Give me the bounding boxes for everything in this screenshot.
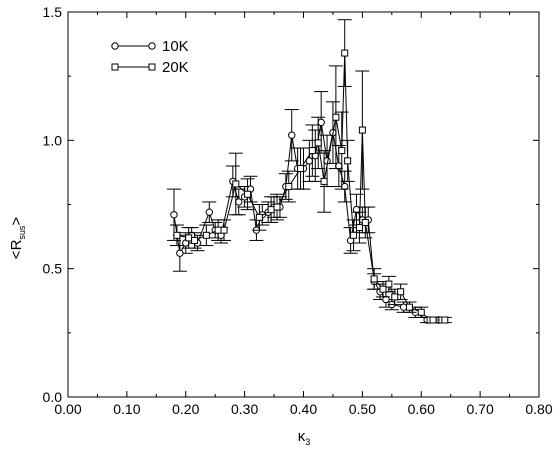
series-20K (169, 19, 452, 324)
data-point (220, 226, 228, 234)
data-point (255, 213, 263, 221)
data-point (205, 208, 214, 216)
x-tick-label: 0.40 (290, 401, 317, 417)
x-axis: 0.00 0.10 0.20 0.30 0.40 0.50 0.60 0.70 0.80 (54, 12, 553, 417)
data-point (314, 139, 322, 147)
x-tick-label: 0.20 (172, 401, 199, 417)
y-axis: 0.0 0.5 1.0 1.5 (43, 4, 539, 405)
series-10K (166, 91, 446, 324)
data-point (370, 275, 378, 283)
legend-entry-20K: 20K (111, 59, 189, 76)
data-point (361, 218, 369, 226)
x-axis-label-symbol: κ (298, 428, 306, 445)
data-point (341, 49, 349, 57)
data-point (244, 190, 252, 198)
x-axis-label: κ3 (298, 428, 311, 447)
legend-marker-start (111, 63, 119, 71)
x-tick-label: 0.60 (408, 401, 435, 417)
data-point (397, 288, 405, 296)
data-point (391, 293, 399, 301)
data-point (382, 295, 390, 304)
data-point (320, 177, 328, 185)
y-axis-label-main: <R (8, 239, 25, 259)
legend-label: 20K (162, 59, 189, 76)
x-tick-label: 0.10 (113, 401, 140, 417)
data-point (405, 303, 413, 311)
x-tick-label: 0.30 (231, 401, 258, 417)
series-layer (166, 19, 452, 324)
data-point (417, 308, 425, 316)
data-point (185, 234, 193, 242)
data-point (202, 231, 210, 239)
y-tick-label: 0.5 (43, 261, 63, 277)
data-point (235, 198, 243, 206)
data-point (338, 147, 346, 155)
data-point (170, 211, 178, 219)
legend-marker-end (148, 63, 156, 71)
data-point (288, 131, 296, 139)
y-tick-label: 1.5 (43, 4, 63, 20)
data-point (173, 231, 181, 239)
data-point (332, 113, 340, 121)
legend-entry-10K: 10K (111, 38, 189, 55)
data-point (358, 126, 366, 134)
data-point (267, 206, 275, 214)
y-tick-label: 1.0 (43, 132, 63, 148)
data-point (350, 231, 358, 239)
data-point (385, 280, 393, 288)
data-point (176, 249, 184, 257)
data-point (429, 316, 437, 324)
series-line (176, 53, 445, 321)
data-point (232, 180, 240, 188)
data-point (355, 224, 363, 232)
y-axis-label-subscript: sus (17, 225, 27, 240)
legend-marker-end (148, 42, 156, 50)
data-point (308, 147, 316, 155)
x-tick-label: 0.70 (467, 401, 494, 417)
data-point (441, 316, 449, 324)
y-axis-label-close: > (8, 217, 25, 226)
data-point (273, 203, 281, 211)
data-point (285, 183, 293, 191)
legend-marker-start (111, 42, 119, 50)
data-point (191, 236, 199, 244)
plot-frame (67, 11, 540, 398)
x-tick-label: 0.50 (349, 401, 376, 417)
data-point (379, 285, 387, 293)
data-point (344, 157, 352, 165)
x-tick-label: 0.00 (54, 401, 81, 417)
y-axis-label: <Rsus> (8, 217, 27, 260)
plot-border (67, 11, 540, 398)
x-axis-label-subscript: 3 (305, 437, 310, 447)
x-tick-label: 0.80 (525, 401, 552, 417)
data-point (214, 226, 222, 234)
data-point (297, 165, 305, 173)
y-tick-label: 0.0 (43, 389, 63, 405)
legend-label: 10K (162, 38, 189, 55)
